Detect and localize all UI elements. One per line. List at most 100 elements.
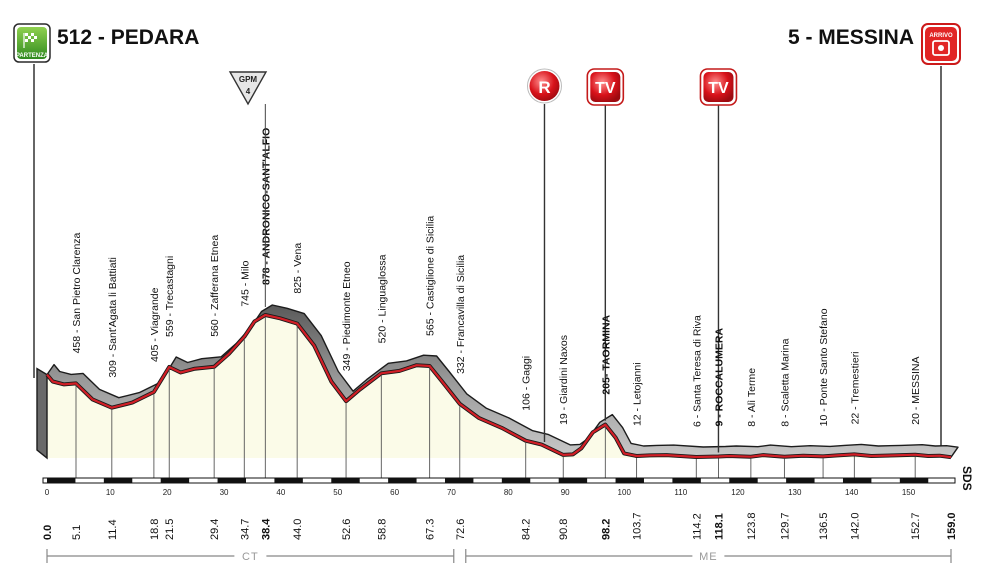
province-label: ME <box>699 551 718 563</box>
distance-label: 103.7 <box>632 512 644 540</box>
refreshment-marker: R <box>526 68 562 442</box>
location-label: 878 - ANDRONICO-SANT'ALFIO <box>260 128 272 285</box>
ruler-tick-label: 90 <box>561 488 570 497</box>
ruler-segment <box>160 478 190 483</box>
distance-label: 129.7 <box>779 512 791 540</box>
distance-label: 29.4 <box>209 519 221 540</box>
ruler-segment <box>274 478 303 483</box>
province-section: ME <box>465 549 952 563</box>
location-label: 520 - Linguaglossa <box>376 254 388 343</box>
location-label: 10 - Ponte Santo Stefano <box>818 308 830 426</box>
finish-badge-label: ARRIVO <box>929 33 953 39</box>
ruler-tick-label: 20 <box>163 488 172 497</box>
province-label: CT <box>242 551 259 563</box>
province-section: CT <box>46 549 455 563</box>
ruler-segment <box>331 478 360 483</box>
distance-label: 34.7 <box>239 519 251 540</box>
start-badge: PARTENZA <box>13 23 51 63</box>
distance-label: 152.7 <box>910 512 922 540</box>
ruler-tick-label: 70 <box>447 488 456 497</box>
distance-label: 11.4 <box>107 519 119 540</box>
distance-label: 114.2 <box>691 513 703 540</box>
finish-badge: ARRIVO <box>921 23 961 65</box>
tv-marker: TV <box>699 68 738 453</box>
distance-label: 118.1 <box>713 513 725 540</box>
ruler-tick-label: 60 <box>390 488 399 497</box>
distance-label: 142.0 <box>849 512 861 540</box>
kom-label: GPM <box>239 75 258 84</box>
ruler-tick-label: 80 <box>504 488 513 497</box>
marker-layer: R TV TV <box>526 68 738 453</box>
location-label: 458 - San Pietro Clarenza <box>71 232 83 353</box>
start-badge-label: PARTENZA <box>16 53 49 59</box>
ruler-segment <box>501 478 531 483</box>
distance-label: 5.1 <box>71 525 83 540</box>
ruler-segment <box>558 478 588 483</box>
distance-label: 58.8 <box>376 519 388 540</box>
ruler-tick-label: 130 <box>788 488 802 497</box>
location-label: 8 - Scaletta Marina <box>779 338 791 426</box>
ruler-tick-label: 10 <box>106 488 115 497</box>
location-label: 745 - Milo <box>239 260 251 306</box>
distance-label: 18.8 <box>149 519 161 540</box>
profile-ground-fill <box>47 315 951 458</box>
ruler-segment <box>47 478 76 483</box>
ruler-segment <box>672 478 701 483</box>
location-label: 309 - Sant'Agata li Battiati <box>107 257 119 378</box>
distance-label: 52.6 <box>341 519 353 540</box>
location-label: 565 - Castiglione di Sicilia <box>425 216 437 336</box>
start-location-title: 512 - PEDARA <box>57 26 199 49</box>
ruler-segment <box>899 478 929 483</box>
profile-start-wall <box>36 367 48 460</box>
distance-label: 67.3 <box>425 519 437 540</box>
location-label: 205- TAORMINA <box>600 314 612 394</box>
location-label: 405 - Viagrande <box>149 287 161 362</box>
ruler-tick-label: 150 <box>902 488 916 497</box>
location-label: 9 - ROCCALUMERA <box>713 328 725 427</box>
distance-label: 72.6 <box>455 519 467 540</box>
distance-label: 136.5 <box>818 512 830 540</box>
distance-label: 38.4 <box>260 518 272 540</box>
checkered-flag-icon <box>23 33 37 48</box>
ruler-segment <box>217 478 246 483</box>
finish-location-title: 5 - MESSINA <box>788 26 914 49</box>
marker-label: R <box>538 78 550 97</box>
location-label: 560 - Zafferana Etnea <box>209 235 221 337</box>
location-label: 12 - Letojanni <box>632 362 644 426</box>
distance-label: 159.0 <box>946 512 958 540</box>
ruler-segment <box>729 478 758 483</box>
tv-marker: TV <box>586 68 625 421</box>
ruler-tick-label: 50 <box>333 488 342 497</box>
location-label: 825 - Vena <box>292 243 304 294</box>
distance-label: 0.0 <box>42 525 54 540</box>
ruler-segment <box>103 478 133 483</box>
route-line <box>46 313 952 459</box>
distance-ruler: 0 10 20 30 40 50 60 70 80 90 100 110 120 130 140 150 <box>42 477 956 497</box>
ruler-tick-label: 120 <box>731 488 745 497</box>
ruler-segment <box>842 478 872 483</box>
distance-label: 123.8 <box>746 512 758 540</box>
ruler-segment <box>615 478 644 483</box>
marker-label: TV <box>595 80 616 97</box>
location-labels: 458 - San Pietro Clarenza 309 - Sant'Agat… <box>71 104 922 478</box>
kom-marker: GPM 4 <box>228 71 268 106</box>
location-label: 106 - Gaggi <box>521 356 533 411</box>
ruler-tick-label: 0 <box>45 488 50 497</box>
location-label: 20 - MESSINA <box>910 356 922 424</box>
location-label: 19 - Giardini Naxos <box>558 335 570 425</box>
ruler-tick-label: 30 <box>220 488 229 497</box>
distance-label: 21.5 <box>164 519 176 540</box>
distance-label: 44.0 <box>292 519 304 540</box>
ruler-tick-label: 110 <box>674 488 687 497</box>
distance-labels: 0.0 5.1 11.4 18.8 21.5 29.4 34.7 38.4 44.0 52.6 58… <box>42 512 958 540</box>
distance-label: 84.2 <box>521 519 533 540</box>
ruler-tick-label: 40 <box>276 488 285 497</box>
ruler-segment <box>786 478 815 483</box>
profile-layer <box>36 304 959 460</box>
ruler-tick-label: 100 <box>618 488 632 497</box>
location-label: 22 - Tremestieri <box>849 351 861 424</box>
location-label: 6 - Santa Teresa di Riva <box>691 315 703 427</box>
sds-label: SDS <box>960 466 974 491</box>
location-label: 559 - Trecastagni <box>164 256 176 337</box>
